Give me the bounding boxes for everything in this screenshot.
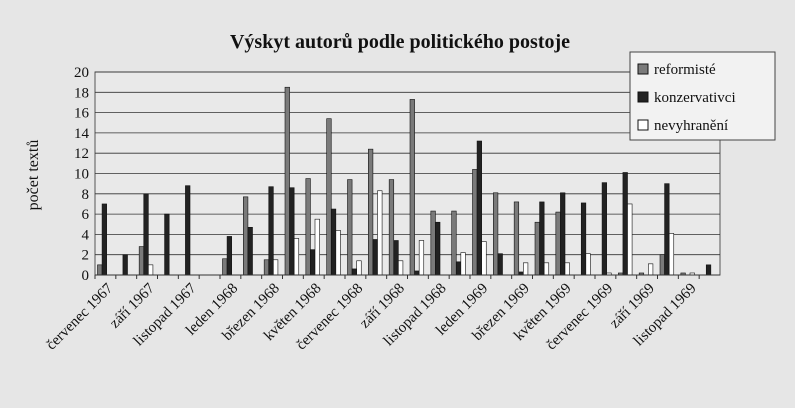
bar (347, 179, 353, 276)
bar (601, 182, 607, 276)
bar (398, 260, 404, 276)
legend-label: nevyhranění (654, 118, 728, 134)
bar (414, 270, 420, 276)
bar (472, 169, 478, 276)
y-tick-label: 20 (74, 65, 89, 81)
bar (185, 185, 191, 276)
bar (560, 192, 566, 276)
bar (314, 218, 320, 276)
bar (409, 99, 415, 276)
bar (668, 233, 675, 276)
bar (330, 208, 337, 276)
bar (430, 210, 436, 276)
legend-swatch (637, 63, 649, 75)
bar (247, 226, 253, 276)
legend-box (629, 51, 776, 141)
bar (226, 236, 232, 276)
bar (513, 201, 520, 276)
bar (377, 190, 383, 276)
y-tick-label: 6 (82, 207, 90, 223)
bar (539, 201, 545, 276)
y-tick-label: 12 (74, 146, 89, 162)
bar (585, 253, 591, 276)
y-tick-label: 10 (74, 167, 89, 183)
bar (543, 262, 550, 276)
legend-label: reformisté (654, 62, 716, 78)
y-tick-label: 14 (74, 126, 90, 142)
legend-swatch (637, 119, 649, 131)
bar (263, 259, 270, 276)
bar (164, 213, 170, 276)
bar (273, 259, 279, 276)
bar (101, 203, 107, 276)
y-tick-label: 18 (74, 85, 89, 101)
bar (372, 239, 378, 276)
y-tick-label: 4 (82, 227, 90, 243)
bar (326, 118, 332, 276)
bar (493, 192, 499, 276)
bar (356, 260, 362, 276)
bar (627, 203, 633, 276)
bar (243, 196, 249, 276)
bar (451, 210, 457, 276)
bar (268, 186, 274, 276)
bar (310, 249, 316, 276)
bar (497, 253, 503, 276)
bar (435, 221, 441, 276)
bar (705, 264, 712, 276)
bar (143, 193, 149, 276)
bar (418, 240, 425, 276)
bar (664, 183, 670, 276)
bar (523, 262, 529, 276)
bar (648, 263, 654, 276)
legend-swatch (637, 91, 649, 103)
bar (534, 221, 540, 276)
y-tick-label: 8 (82, 187, 90, 203)
bar (555, 211, 561, 276)
bar (580, 202, 587, 276)
bar (659, 254, 665, 276)
legend-label: konzervativci (654, 90, 736, 106)
bar (122, 254, 128, 276)
bar (393, 240, 399, 276)
y-axis-label: počet textů (25, 140, 42, 211)
bar (289, 187, 295, 276)
bar (351, 268, 357, 276)
bar (284, 86, 290, 276)
y-tick-label: 2 (82, 248, 90, 264)
bar (222, 258, 228, 276)
bar (305, 178, 311, 276)
bar (388, 179, 395, 276)
bar (97, 264, 103, 276)
bar (455, 261, 462, 276)
y-tick-label: 0 (82, 268, 90, 284)
bar (148, 264, 154, 276)
y-tick-label: 16 (74, 106, 90, 122)
bar (138, 246, 145, 276)
bar (293, 238, 300, 276)
bar (564, 262, 570, 276)
bar (335, 230, 341, 276)
chart-title: Výskyt autorů podle politického postoje (230, 31, 570, 53)
bar (368, 148, 374, 276)
bar (481, 241, 487, 276)
bar (622, 172, 628, 276)
bar (476, 140, 482, 276)
bar (460, 252, 466, 276)
